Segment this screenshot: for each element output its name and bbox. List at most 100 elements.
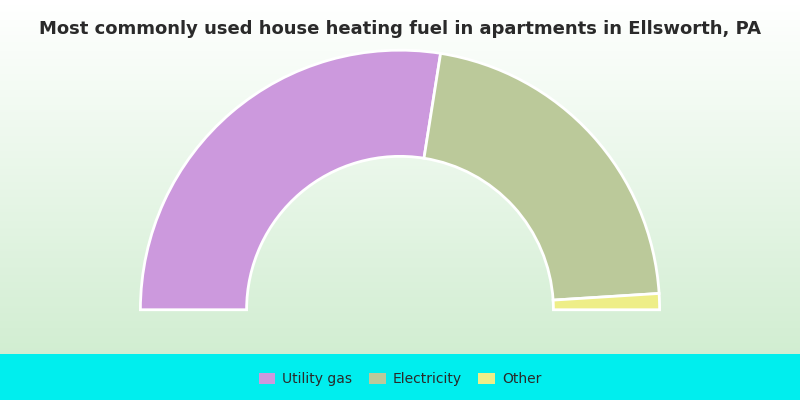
- Bar: [0, 353, 800, 354]
- Bar: [0, 13, 800, 14]
- Bar: [0, 280, 800, 281]
- Bar: [0, 33, 800, 34]
- Bar: [0, 302, 800, 303]
- Bar: [0, 177, 800, 178]
- Bar: [0, 83, 800, 84]
- Bar: [0, 215, 800, 216]
- Bar: [0, 283, 800, 284]
- Bar: [0, 61, 800, 62]
- Bar: [0, 297, 800, 298]
- Bar: [0, 328, 800, 329]
- Bar: [0, 292, 800, 293]
- Bar: [0, 254, 800, 255]
- Bar: [0, 6, 800, 7]
- Bar: [0, 52, 800, 53]
- Bar: [0, 250, 800, 251]
- Bar: [0, 172, 800, 174]
- Bar: [0, 48, 800, 50]
- Bar: [0, 31, 800, 32]
- Bar: [0, 8, 800, 10]
- Bar: [0, 256, 800, 257]
- Bar: [0, 289, 800, 290]
- Bar: [0, 137, 800, 138]
- Bar: [0, 34, 800, 36]
- Bar: [0, 152, 800, 154]
- Bar: [0, 107, 800, 108]
- Bar: [0, 303, 800, 304]
- Bar: [0, 310, 800, 312]
- Bar: [0, 165, 800, 166]
- Bar: [0, 168, 800, 169]
- Bar: [0, 144, 800, 145]
- Bar: [0, 41, 800, 42]
- Bar: [0, 54, 800, 56]
- Bar: [0, 77, 800, 78]
- Bar: [0, 159, 800, 160]
- Bar: [0, 218, 800, 220]
- Bar: [0, 111, 800, 112]
- Bar: [0, 60, 800, 61]
- Bar: [0, 347, 800, 348]
- Bar: [0, 195, 800, 196]
- Bar: [0, 169, 800, 170]
- Bar: [0, 263, 800, 264]
- Bar: [0, 222, 800, 223]
- Bar: [0, 201, 800, 202]
- Bar: [0, 112, 800, 113]
- Bar: [0, 229, 800, 230]
- Bar: [0, 296, 800, 297]
- Bar: [0, 74, 800, 76]
- Bar: [0, 352, 800, 353]
- Bar: [0, 110, 800, 111]
- Bar: [0, 2, 800, 4]
- Bar: [0, 92, 800, 93]
- Bar: [0, 87, 800, 88]
- Bar: [0, 72, 800, 73]
- Bar: [0, 45, 800, 46]
- Bar: [0, 123, 800, 124]
- Bar: [0, 150, 800, 151]
- Bar: [0, 117, 800, 118]
- Bar: [0, 209, 800, 210]
- Bar: [0, 309, 800, 310]
- Bar: [0, 322, 800, 323]
- Bar: [0, 96, 800, 97]
- Bar: [0, 288, 800, 289]
- Bar: [0, 108, 800, 110]
- Bar: [0, 162, 800, 163]
- Bar: [0, 243, 800, 244]
- Bar: [0, 151, 800, 152]
- Bar: [0, 182, 800, 183]
- Bar: [0, 315, 800, 316]
- Bar: [0, 93, 800, 94]
- Bar: [0, 268, 800, 269]
- Bar: [0, 341, 800, 342]
- Bar: [0, 100, 800, 102]
- Bar: [0, 15, 800, 16]
- Bar: [0, 277, 800, 278]
- Bar: [0, 104, 800, 105]
- Bar: [0, 354, 800, 400]
- Bar: [0, 271, 800, 272]
- Bar: [0, 82, 800, 83]
- Bar: [0, 36, 800, 38]
- Bar: [0, 274, 800, 275]
- Bar: [0, 262, 800, 263]
- Bar: [0, 59, 800, 60]
- Bar: [0, 4, 800, 5]
- Bar: [0, 231, 800, 232]
- Bar: [0, 76, 800, 77]
- Bar: [0, 105, 800, 106]
- Bar: [0, 160, 800, 162]
- Bar: [0, 308, 800, 309]
- Bar: [0, 27, 800, 28]
- Bar: [0, 185, 800, 186]
- Bar: [0, 338, 800, 339]
- Bar: [0, 119, 800, 120]
- Bar: [0, 88, 800, 90]
- Bar: [0, 186, 800, 188]
- Bar: [0, 16, 800, 18]
- Bar: [0, 313, 800, 314]
- Bar: [0, 336, 800, 338]
- Bar: [0, 32, 800, 33]
